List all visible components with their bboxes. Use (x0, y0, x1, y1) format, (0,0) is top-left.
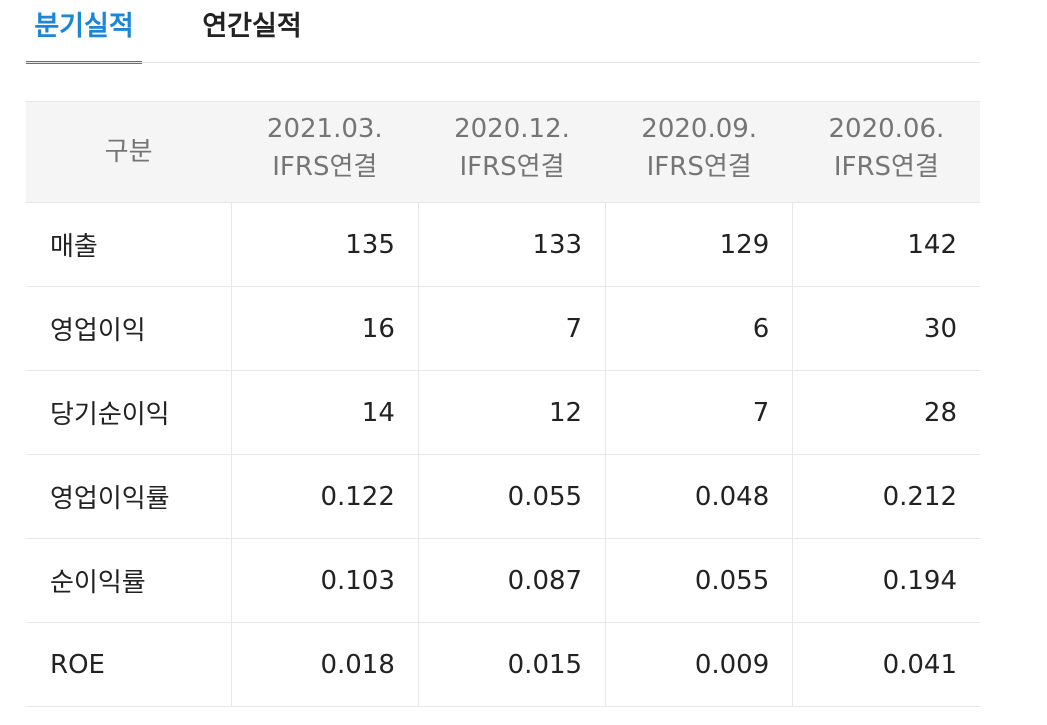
table-cell: 0.015 (417, 622, 606, 707)
table-cell: 129 (605, 202, 793, 287)
table-cell: 14 (230, 370, 419, 455)
table-row-net-margin: 순이익률 0.103 0.087 0.055 0.194 (26, 538, 980, 623)
tab-bar: 분기실적 연간실적 (0, 0, 1047, 64)
table-cell: 142 (792, 202, 980, 287)
table-cell: 135 (230, 202, 419, 287)
table-cell: 0.212 (792, 454, 980, 539)
row-label: 순이익률 (26, 538, 232, 623)
table-cell: 0.122 (230, 454, 419, 539)
table-cell: 0.194 (792, 538, 980, 623)
tab-quarterly-results[interactable]: 분기실적 (26, 0, 142, 64)
table-cell: 0.041 (792, 622, 980, 707)
table-cell: 0.018 (230, 622, 419, 707)
table-cell: 7 (605, 370, 793, 455)
row-label: 매출 (26, 202, 232, 287)
header-period-date: 2021.03. (266, 114, 383, 144)
header-period-basis: IFRS연결 (459, 152, 565, 182)
table-cell: 16 (230, 286, 419, 371)
tab-divider (26, 62, 980, 63)
header-period-date: 2020.09. (641, 114, 758, 144)
row-label: ROE (26, 622, 232, 707)
table-cell: 6 (605, 286, 793, 371)
table-cell: 0.009 (605, 622, 793, 707)
table-cell: 0.048 (605, 454, 793, 539)
row-label: 영업이익 (26, 286, 232, 371)
header-period: 2020.12. IFRS연결 (418, 101, 606, 203)
header-period-date: 2020.06. (828, 114, 945, 144)
row-label: 당기순이익 (26, 370, 232, 455)
header-period: 2021.03. IFRS연결 (231, 101, 419, 203)
header-period-date: 2020.12. (454, 114, 570, 144)
table-row-operating-profit: 영업이익 16 7 6 30 (26, 286, 980, 371)
table-cell: 133 (417, 202, 606, 287)
header-period-basis: IFRS연결 (646, 152, 752, 182)
table-row-net-income: 당기순이익 14 12 7 28 (26, 370, 980, 455)
header-period-basis: IFRS연결 (272, 152, 378, 182)
table-row-roe: ROE 0.018 0.015 0.009 0.041 (26, 622, 980, 707)
header-period-basis: IFRS연결 (833, 152, 939, 182)
financial-results-table: 구분 2021.03. IFRS연결 2020.12. IFRS연결 2020.… (26, 101, 980, 707)
table-row-operating-margin: 영업이익률 0.122 0.055 0.048 0.212 (26, 454, 980, 539)
table-cell: 28 (792, 370, 980, 455)
table-cell: 30 (792, 286, 980, 371)
table-cell: 7 (417, 286, 606, 371)
table-row-revenue: 매출 135 133 129 142 (26, 202, 980, 287)
header-period: 2020.06. IFRS연결 (792, 101, 980, 203)
tab-annual-results[interactable]: 연간실적 (202, 11, 302, 42)
table-cell: 0.087 (417, 538, 606, 623)
header-period: 2020.09. IFRS연결 (605, 101, 793, 203)
table-cell: 0.055 (605, 538, 793, 623)
table-cell: 12 (417, 370, 606, 455)
table-cell: 0.103 (230, 538, 419, 623)
table-cell: 0.055 (417, 454, 606, 539)
row-label: 영업이익률 (26, 454, 232, 539)
header-label: 구분 (26, 101, 232, 203)
table-header-row: 구분 2021.03. IFRS연결 2020.12. IFRS연결 2020.… (26, 101, 980, 203)
